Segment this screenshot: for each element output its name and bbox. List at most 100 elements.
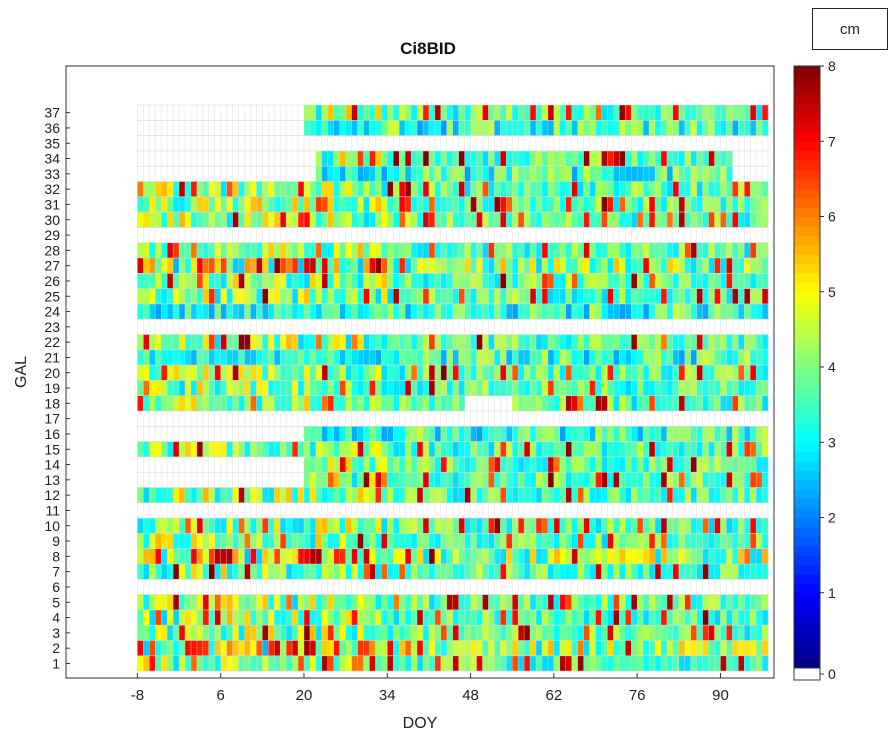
heatmap-cell [530,181,537,197]
heatmap-cell [327,334,335,350]
heatmap-cell [149,273,156,289]
heatmap-cell [434,548,442,564]
heatmap-cell [553,518,561,534]
heatmap-cell [369,212,376,228]
heatmap-cell [595,365,602,381]
heatmap-cell [595,166,602,182]
heatmap-cell [482,334,489,350]
heatmap-cell [452,395,459,411]
heatmap-cell [184,196,192,213]
heatmap-cell [452,548,459,564]
heatmap-cell [214,564,221,580]
heatmap-cell [512,594,519,610]
heatmap-cell [345,242,352,258]
heatmap-cell [274,273,281,289]
heatmap-cell [256,609,263,626]
heatmap-cell [327,181,335,197]
heatmap-cell [500,303,507,320]
heatmap-cell [321,349,329,366]
heatmap-cell [613,655,620,672]
heatmap-cell [428,395,436,411]
heatmap-cell [631,441,638,457]
heatmap-cell [660,212,668,228]
heatmap-cell [678,212,686,228]
heatmap-cell [488,625,495,641]
heatmap-cell [303,258,311,274]
heatmap-cell [512,242,519,258]
heatmap-cell [357,258,364,274]
heatmap-cell [292,548,299,564]
heatmap-cell [327,242,335,258]
heatmap-cell [708,212,715,228]
heatmap-cell [190,533,198,549]
heatmap-cell [607,609,614,626]
heatmap-cell [482,609,489,626]
heatmap-cell [500,212,507,228]
heatmap-cell [262,181,269,197]
heatmap-cell [369,564,376,580]
heatmap-cell [684,181,692,197]
heatmap-cell [530,150,537,167]
heatmap-cell [470,212,477,228]
colorbar-tick-label: 4 [828,359,836,375]
heatmap-cell [196,242,204,258]
heatmap-cell [494,640,501,656]
heatmap-cell [434,564,442,580]
heatmap-cell [256,303,263,320]
heatmap-cell [274,518,281,534]
heatmap-cell [660,472,668,488]
heatmap-cell [428,380,436,396]
heatmap-cell [357,625,364,641]
heatmap-cell [226,609,233,626]
heatmap-cell [381,472,388,488]
heatmap-cell [571,533,578,549]
heatmap-cell [500,472,507,488]
heatmap-cell [262,395,269,411]
heatmap-cell [482,196,489,213]
heatmap-cell [244,334,251,350]
heatmap-cell [625,303,632,320]
heatmap-cell [345,105,352,121]
heatmap-cell [399,487,406,503]
heatmap-cell [583,594,590,610]
heatmap-cell [613,426,620,442]
heatmap-cell [655,349,662,366]
heatmap-cell [541,487,549,503]
heatmap-cell [530,242,537,258]
heatmap-cell [524,609,531,626]
heatmap-cell [333,303,340,320]
heatmap-cell [196,288,204,304]
heatmap-cell [202,334,210,350]
heatmap-cell [256,625,263,641]
heatmap-cell [202,242,210,258]
heatmap-cell [161,640,168,656]
heatmap-cell [339,548,346,564]
heatmap-cell [434,609,442,626]
heatmap-cell [488,303,495,320]
heatmap-cell [173,655,180,672]
heatmap-cell [672,288,680,304]
heatmap-cell [179,349,186,366]
heatmap-cell [298,594,305,610]
heatmap-cell [571,258,578,274]
y-tick-label: 2 [52,640,60,656]
y-tick-label: 31 [44,196,60,212]
heatmap-cell [434,212,442,228]
heatmap-cell [292,303,299,320]
heatmap-cell [536,472,543,488]
heatmap-cell [756,625,763,641]
heatmap-cell [512,288,519,304]
heatmap-cell [565,625,573,641]
heatmap-cell [744,548,751,564]
heatmap-cell [411,196,418,213]
heatmap-cell [595,564,602,580]
heatmap-cell [250,609,257,626]
heatmap-cell [143,564,150,580]
heatmap-cell [149,594,156,610]
heatmap-cell [280,548,287,564]
heatmap-cell [339,273,346,289]
heatmap-cell [440,258,448,274]
heatmap-cell [381,212,388,228]
heatmap-cell [393,303,400,320]
heatmap-cell [333,456,340,473]
